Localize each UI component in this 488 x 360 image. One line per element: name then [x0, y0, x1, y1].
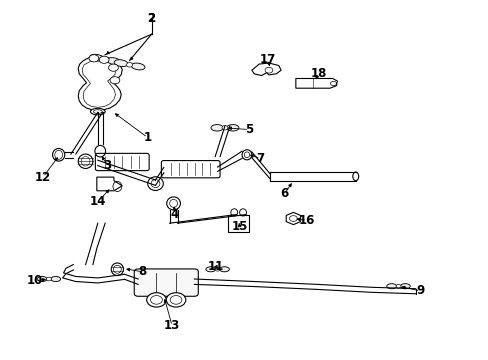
Ellipse shape — [211, 125, 223, 131]
Ellipse shape — [226, 125, 239, 131]
Ellipse shape — [37, 276, 47, 282]
Text: 14: 14 — [89, 195, 106, 208]
Text: 8: 8 — [139, 265, 146, 278]
Ellipse shape — [90, 108, 105, 115]
Ellipse shape — [147, 177, 163, 190]
Text: 2: 2 — [147, 12, 155, 25]
Ellipse shape — [219, 267, 229, 272]
Circle shape — [108, 64, 118, 71]
Text: 1: 1 — [143, 131, 151, 144]
Circle shape — [99, 56, 109, 63]
Ellipse shape — [106, 58, 120, 64]
Ellipse shape — [386, 284, 396, 289]
Text: 4: 4 — [171, 208, 179, 221]
Text: 7: 7 — [256, 152, 264, 165]
Ellipse shape — [205, 267, 215, 272]
Circle shape — [222, 126, 227, 130]
Circle shape — [110, 77, 120, 84]
Ellipse shape — [90, 54, 103, 61]
Circle shape — [146, 293, 166, 307]
FancyBboxPatch shape — [134, 269, 198, 296]
Ellipse shape — [131, 63, 144, 70]
Text: 2: 2 — [147, 12, 155, 25]
Circle shape — [126, 63, 132, 67]
Ellipse shape — [51, 276, 61, 282]
Text: 6: 6 — [280, 187, 288, 200]
Text: 15: 15 — [231, 220, 247, 233]
Text: 17: 17 — [259, 53, 276, 66]
Circle shape — [102, 57, 108, 62]
Text: 10: 10 — [27, 274, 43, 287]
Text: 18: 18 — [310, 67, 326, 80]
Ellipse shape — [400, 284, 409, 289]
Circle shape — [89, 55, 99, 62]
Text: 12: 12 — [35, 171, 51, 184]
Ellipse shape — [114, 60, 128, 67]
Text: 16: 16 — [298, 214, 315, 227]
Circle shape — [395, 284, 400, 288]
Text: 3: 3 — [103, 159, 111, 172]
Bar — [227, 215, 249, 232]
Text: 5: 5 — [245, 123, 253, 136]
Text: 13: 13 — [163, 319, 180, 332]
Circle shape — [166, 293, 185, 307]
Circle shape — [46, 277, 51, 281]
Text: 9: 9 — [416, 284, 424, 297]
Text: 11: 11 — [207, 260, 224, 273]
Circle shape — [215, 267, 220, 271]
